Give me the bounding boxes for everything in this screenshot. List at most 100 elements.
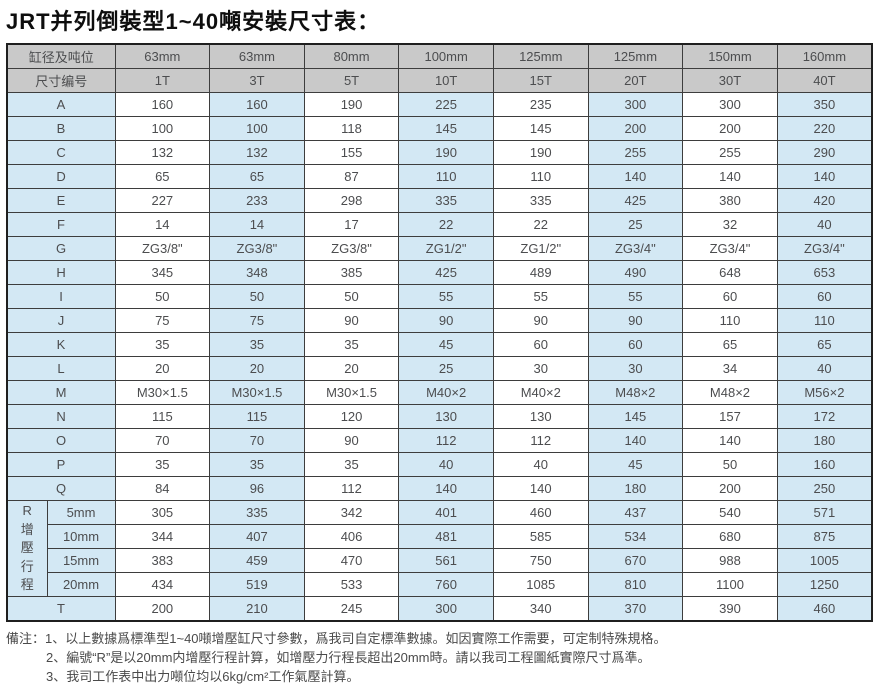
value-cell: 534 xyxy=(587,524,684,549)
table-row: A 160 160 190 225 235 300 300 350 xyxy=(6,92,873,117)
value-cell: 140 xyxy=(492,476,589,501)
value-cell: ZG3/4" xyxy=(682,236,778,261)
value-cell: 110 xyxy=(682,308,778,333)
value-cell: 40 xyxy=(398,452,494,477)
value-cell: 65 xyxy=(209,164,305,189)
value-cell: 385 xyxy=(303,260,400,285)
value-cell: 115 xyxy=(114,404,211,429)
value-cell: 1005 xyxy=(776,548,873,573)
header-diameter-cell: 63mm xyxy=(114,43,211,69)
row-label: I xyxy=(6,284,116,309)
table-row: Q 84 96 112 140 140 180 200 250 xyxy=(6,476,873,501)
value-cell: M30×1.5 xyxy=(209,380,305,405)
value-cell: 160 xyxy=(776,452,873,477)
value-cell: 14 xyxy=(114,212,211,237)
value-cell: 425 xyxy=(587,188,684,213)
header-diameter-cell: 125mm xyxy=(492,43,589,69)
header-tonnage-cell: 15T xyxy=(492,68,589,93)
value-cell: 35 xyxy=(209,332,305,357)
value-cell: 25 xyxy=(587,212,684,237)
table-row: 10mm 344 407 406 481 585 534 680 875 xyxy=(7,524,873,549)
value-cell: 145 xyxy=(492,116,589,141)
value-cell: 1100 xyxy=(682,572,778,597)
value-cell: 115 xyxy=(209,404,305,429)
value-cell: 155 xyxy=(303,140,400,165)
table-row: I 50 50 50 55 55 55 60 60 xyxy=(6,284,873,309)
value-cell: 132 xyxy=(114,140,211,165)
value-cell: 35 xyxy=(209,452,305,477)
value-cell: 390 xyxy=(682,596,778,622)
value-cell: 112 xyxy=(492,428,589,453)
value-cell: 335 xyxy=(398,188,494,213)
value-cell: 519 xyxy=(209,572,305,597)
table-row: L 20 20 20 25 30 30 34 40 xyxy=(6,356,873,381)
table-row: G ZG3/8" ZG3/8" ZG3/8" ZG1/2" ZG1/2" ZG3/4" ZG3… xyxy=(6,236,873,261)
row-label: F xyxy=(6,212,116,237)
value-cell: 190 xyxy=(492,140,589,165)
value-cell: 342 xyxy=(303,500,400,525)
table-row: K 35 35 35 45 60 60 65 65 xyxy=(6,332,873,357)
value-cell: 227 xyxy=(114,188,211,213)
row-label: J xyxy=(6,308,116,333)
value-cell: 434 xyxy=(114,572,211,597)
value-cell: 653 xyxy=(776,260,873,285)
value-cell: 145 xyxy=(587,404,684,429)
value-cell: 90 xyxy=(398,308,494,333)
value-cell: 87 xyxy=(303,164,400,189)
value-cell: 489 xyxy=(492,260,589,285)
value-cell: 132 xyxy=(209,140,305,165)
value-cell: 383 xyxy=(114,548,211,573)
value-cell: 140 xyxy=(776,164,873,189)
table-row: R 增壓行程 5mm 305 335 342 401 460 437 540 571 xyxy=(6,500,873,597)
value-cell: 100 xyxy=(209,116,305,141)
value-cell: 160 xyxy=(209,92,305,117)
value-cell: 40 xyxy=(776,212,873,237)
value-cell: 988 xyxy=(682,548,778,573)
value-cell: 112 xyxy=(303,476,400,501)
table-row: T 200 210 245 300 340 370 390 460 xyxy=(6,596,873,622)
value-cell: 65 xyxy=(682,332,778,357)
value-cell: 40 xyxy=(492,452,589,477)
value-cell: 55 xyxy=(587,284,684,309)
row-label: C xyxy=(6,140,116,165)
value-cell: 220 xyxy=(776,116,873,141)
value-cell: 233 xyxy=(209,188,305,213)
value-cell: 670 xyxy=(587,548,684,573)
value-cell: 84 xyxy=(114,476,211,501)
value-cell: 14 xyxy=(209,212,305,237)
r-section-label-char: 程 xyxy=(20,577,34,593)
row-label: T xyxy=(6,596,116,622)
value-cell: 810 xyxy=(587,572,684,597)
value-cell: ZG3/8" xyxy=(114,236,211,261)
value-cell: 70 xyxy=(114,428,211,453)
value-cell: M48×2 xyxy=(682,380,778,405)
value-cell: M40×2 xyxy=(492,380,589,405)
note-line-1: 備注：1、以上數據爲標準型1~40噸增壓缸尺寸參數，爲我司自定標準數據。如因實際… xyxy=(6,629,875,648)
value-cell: ZG3/8" xyxy=(303,236,400,261)
value-cell: 130 xyxy=(398,404,494,429)
r-subrow-label: 20mm xyxy=(46,572,116,597)
value-cell: 96 xyxy=(209,476,305,501)
value-cell: 345 xyxy=(114,260,211,285)
value-cell: 680 xyxy=(682,524,778,549)
value-cell: 140 xyxy=(682,164,778,189)
value-cell: 255 xyxy=(587,140,684,165)
value-cell: 35 xyxy=(114,452,211,477)
value-cell: 460 xyxy=(492,500,589,525)
value-cell: 340 xyxy=(492,596,589,622)
value-cell: 75 xyxy=(114,308,211,333)
value-cell: 200 xyxy=(114,596,211,622)
table-row: F 14 14 17 22 22 25 32 40 xyxy=(6,212,873,237)
table-row: C 132 132 155 190 190 255 255 290 xyxy=(6,140,873,165)
value-cell: 459 xyxy=(209,548,305,573)
value-cell: 60 xyxy=(492,332,589,357)
value-cell: 90 xyxy=(492,308,589,333)
header-diameter-cell: 125mm xyxy=(587,43,684,69)
value-cell: 55 xyxy=(398,284,494,309)
value-cell: 100 xyxy=(114,116,211,141)
row-label: D xyxy=(6,164,116,189)
value-cell: 380 xyxy=(682,188,778,213)
value-cell: 406 xyxy=(303,524,400,549)
r-section-label-char: R xyxy=(22,503,32,519)
value-cell: 20 xyxy=(209,356,305,381)
